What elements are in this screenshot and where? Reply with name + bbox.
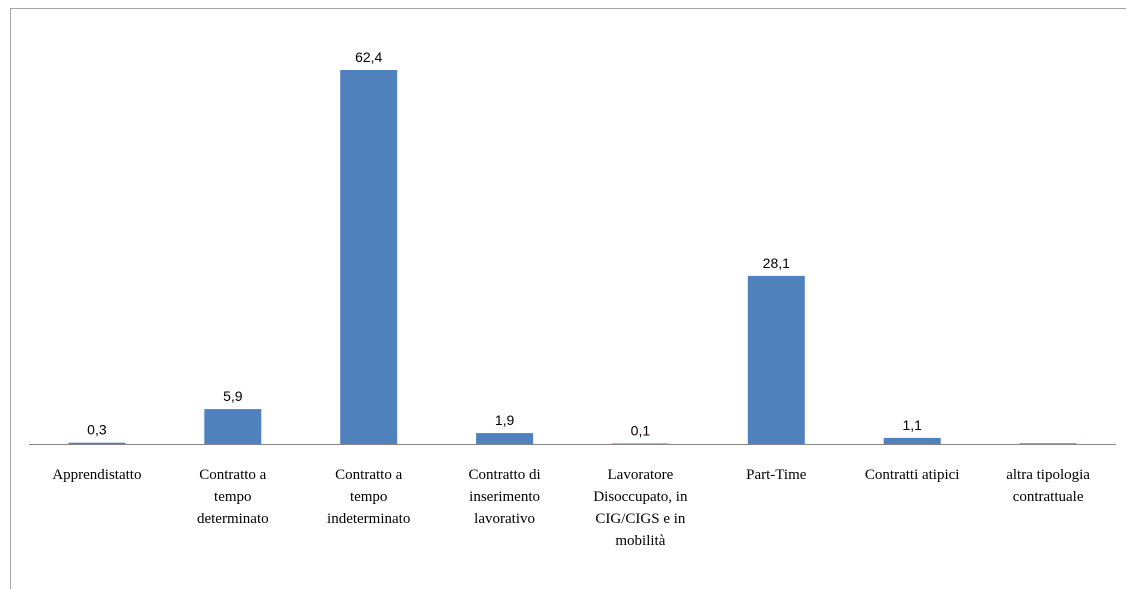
bar-1	[68, 442, 126, 445]
bar-7	[883, 437, 941, 445]
category-label-line: Contratto a	[335, 467, 402, 483]
category-label-line: Disoccupato, in	[593, 489, 688, 505]
category-label-line: contrattuale	[1013, 489, 1084, 505]
data-label-6: 28,1	[763, 255, 790, 271]
data-label-7: 1,1	[902, 417, 922, 433]
bar-3	[340, 70, 398, 445]
bar-8	[1019, 443, 1077, 445]
category-label-line: determinato	[197, 511, 269, 527]
category-label-line: Lavoratore	[608, 467, 674, 483]
category-label-line: tempo	[350, 489, 388, 505]
data-label-2: 5,9	[223, 388, 243, 404]
category-label-line: indeterminato	[327, 511, 410, 527]
category-label-3: Contratto a tempo indeterminato	[327, 467, 410, 527]
category-label-7: Contratti atipici	[865, 467, 960, 483]
bar-2	[204, 409, 262, 445]
data-label-3: 62,4	[355, 49, 382, 65]
data-label-4: 1,9	[495, 412, 515, 428]
data-label-1: 0,3	[87, 422, 107, 438]
category-label-line: altra tipologia	[1006, 467, 1090, 483]
chart-frame	[10, 8, 1126, 589]
category-label-line: Apprendistatto	[52, 467, 141, 483]
category-label-line: tempo	[214, 489, 252, 505]
category-label-line: lavorativo	[474, 511, 535, 527]
category-label-4: Contratto di inserimento lavorativo	[469, 467, 541, 527]
category-label-line: Part-Time	[746, 467, 807, 483]
data-label-5: 0,1	[631, 423, 651, 439]
category-label-6: Part-Time	[746, 467, 807, 483]
category-label-1: Apprendistatto	[52, 467, 141, 483]
category-label-line: mobilità	[615, 533, 665, 549]
category-label-line: CIG/CIGS e in	[595, 511, 686, 527]
category-label-line: inserimento	[469, 489, 540, 505]
bar-6	[747, 275, 805, 445]
category-label-line: Contratto a	[199, 467, 266, 483]
category-label-8: altra tipologia contrattuale	[1006, 467, 1090, 505]
bar-4	[476, 433, 534, 445]
category-label-line: Contratto di	[469, 467, 541, 483]
category-label-5: Lavoratore Disoccupato, in CIG/CIGS e in mo…	[593, 467, 688, 549]
category-label-2: Contratto a tempo determinato	[197, 467, 269, 527]
category-label-line: Contratti atipici	[865, 467, 960, 483]
